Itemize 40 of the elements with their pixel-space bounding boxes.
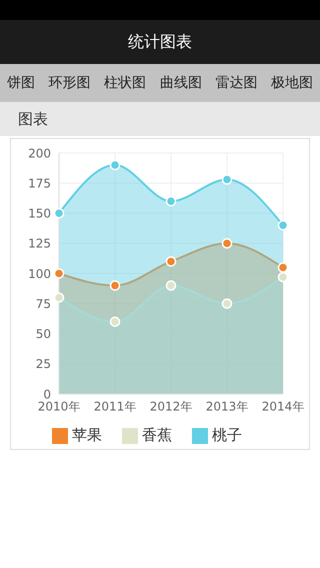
y-tick-label: 50 (36, 327, 51, 342)
point (166, 256, 176, 267)
y-tick-label: 25 (36, 357, 51, 372)
point (54, 292, 64, 303)
y-tick-label: 175 (28, 176, 51, 190)
text: 曲线图 (160, 74, 202, 92)
legend-label: 桃子 (211, 426, 242, 445)
point (222, 174, 232, 185)
point (54, 208, 64, 218)
x-tick-label: 2011年 (94, 400, 136, 414)
point (166, 280, 176, 291)
legend-label: 苹果 (71, 426, 102, 445)
point (54, 268, 64, 279)
text: 雷达图 (215, 74, 258, 92)
chart-subtitle: 图表 (0, 102, 320, 136)
point (222, 298, 232, 309)
text: 饼图 (6, 74, 35, 92)
point (222, 238, 232, 249)
point (278, 272, 288, 282)
y-tick-label: 0 (43, 387, 51, 402)
chart-title: 统计图表 (0, 20, 320, 64)
text: 极地图 (271, 74, 314, 92)
point (278, 220, 288, 231)
y-tick-label: 150 (28, 206, 51, 221)
x-tick-label: 2010年 (38, 400, 80, 414)
point (110, 160, 120, 170)
x-tick-label: 2012年 (150, 400, 192, 414)
y-tick-label: 75 (36, 296, 51, 311)
y-tick-label: 200 (28, 146, 51, 160)
point (110, 316, 120, 327)
point (278, 262, 288, 273)
point (110, 280, 120, 291)
x-tick-label: 2014年 (262, 400, 304, 414)
legend-label: 香蕉 (141, 426, 172, 445)
y-tick-label: 125 (28, 236, 51, 251)
text: 环形图 (48, 74, 90, 92)
x-tick-label: 2013年 (206, 400, 248, 414)
point (166, 196, 176, 206)
y-tick-label: 100 (28, 266, 51, 281)
text: 柱状图 (104, 74, 146, 92)
